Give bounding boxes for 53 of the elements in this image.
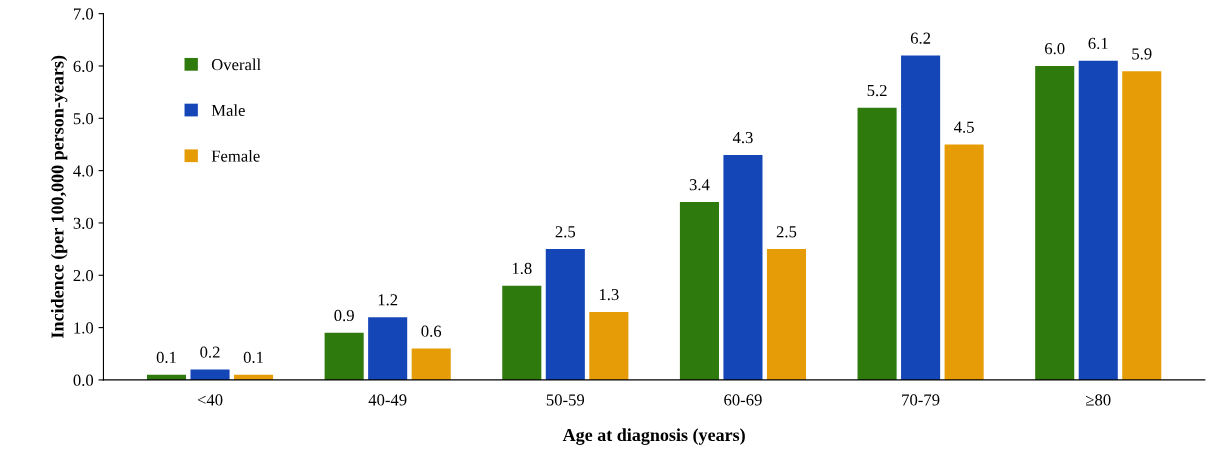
bar [766, 249, 807, 380]
data-label: 6.2 [910, 32, 931, 44]
data-label: 3.4 [689, 179, 710, 191]
x-tick-label: <40 [197, 394, 223, 406]
bar [944, 144, 984, 380]
y-tick-label: 3.0 [73, 217, 94, 229]
y-tick-label: 7.0 [73, 8, 94, 20]
legend-label: Male [211, 104, 245, 116]
data-label: 1.2 [378, 294, 398, 306]
legend-label: Overall [211, 58, 261, 71]
bar [857, 107, 897, 380]
bar [1122, 71, 1162, 380]
x-axis-title: Age at diagnosis (years) [562, 428, 745, 445]
x-tick-label: 70-79 [902, 394, 940, 406]
y-tick-label: 1.0 [74, 322, 94, 334]
legend-label: Female [211, 149, 260, 162]
data-label: 4.5 [954, 121, 974, 133]
y-tick-label: 2.0 [73, 269, 94, 282]
data-label: 5.9 [1132, 48, 1152, 60]
data-label: 0.6 [421, 325, 442, 337]
data-label: 6.1 [1088, 37, 1108, 50]
y-tick-label: 4.0 [73, 165, 94, 177]
y-tick-label: 6.0 [73, 60, 94, 72]
bar [545, 249, 585, 380]
x-tick-label: 50-59 [546, 394, 585, 406]
x-tick-label: 60-69 [724, 394, 762, 406]
data-label: 0.1 [156, 351, 176, 364]
bar [589, 311, 629, 380]
data-label: 1.3 [599, 288, 619, 301]
y-axis-title: Incidence (per 100,000 person-years) [50, 55, 68, 338]
bar [1078, 60, 1118, 380]
bar [324, 332, 364, 380]
data-label: 0.1 [243, 351, 263, 364]
bar [1035, 65, 1075, 380]
bar [723, 154, 763, 380]
bar [901, 55, 941, 380]
y-tick-label: 5.0 [73, 113, 94, 125]
bar [679, 202, 719, 380]
y-tick-label: 0.0 [73, 374, 94, 386]
data-label: 6.0 [1045, 43, 1065, 55]
bar [502, 285, 542, 380]
x-tick-label: ≥80 [1086, 394, 1111, 406]
data-label: 2.5 [776, 226, 797, 238]
bar [411, 348, 451, 380]
bar [368, 317, 408, 380]
data-label: 4.3 [732, 132, 753, 144]
bar [190, 369, 230, 380]
x-tick-label: 40-49 [368, 394, 407, 406]
data-label: 1.8 [512, 262, 532, 275]
data-label: 2.5 [555, 226, 576, 238]
data-label: 5.2 [867, 84, 887, 97]
data-label: 0.2 [200, 346, 220, 358]
data-label: 0.9 [334, 309, 354, 322]
